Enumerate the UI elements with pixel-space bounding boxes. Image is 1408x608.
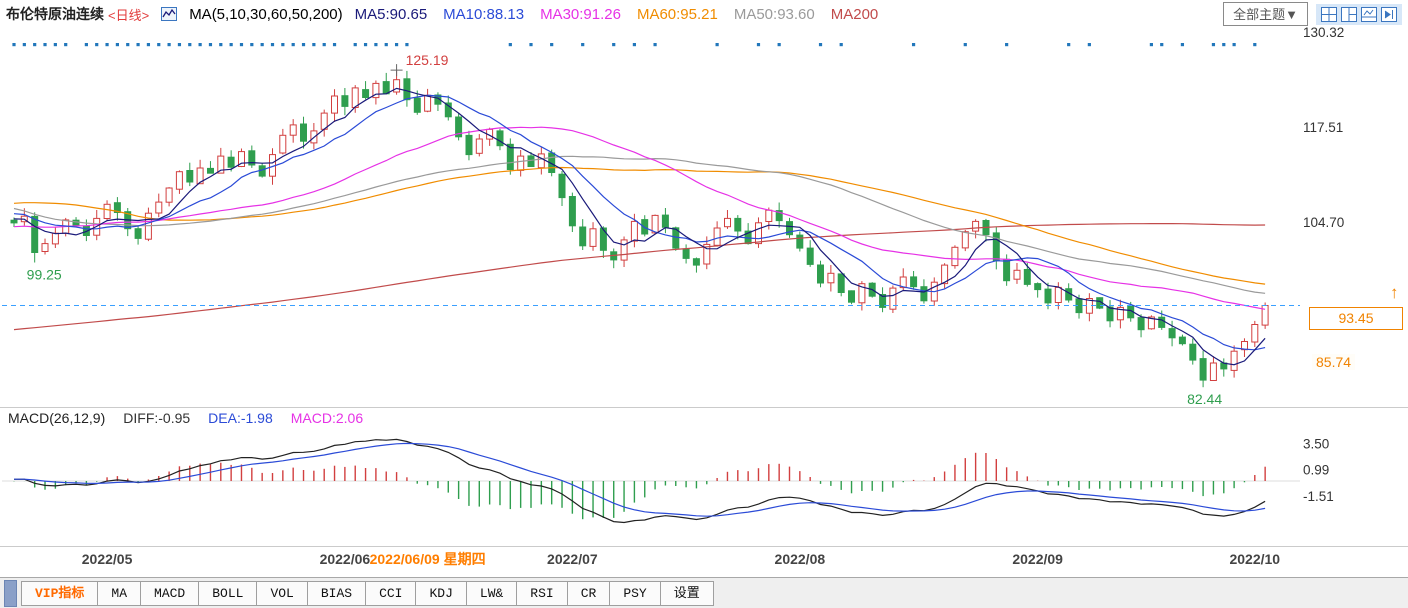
theme-dropdown[interactable]: 全部主题▼: [1223, 2, 1308, 26]
x-axis-date-label: 2022/07: [547, 551, 598, 567]
ma-legend-item-0: MA5:90.65: [354, 5, 428, 23]
indicator-tab-vip[interactable]: VIP指标: [21, 580, 99, 606]
indicator-tab-settings[interactable]: 设置: [659, 580, 714, 606]
ma-lines: [13, 87, 1266, 366]
period-label[interactable]: <日线>: [108, 7, 150, 23]
indicator-tab-cci[interactable]: CCI: [365, 580, 417, 606]
indicator-tab-boll[interactable]: BOLL: [198, 580, 258, 606]
x-axis-date-label: 2022/10: [1229, 551, 1280, 567]
x-axis-date-label: 2022/06: [320, 551, 371, 567]
ma-legend-item-2: MA30:91.26: [540, 5, 621, 23]
indicator-tab-cr[interactable]: CR: [566, 580, 611, 606]
macd-diff-value: DIFF:-0.95: [123, 410, 191, 426]
indicator-tab-rsi[interactable]: RSI: [516, 580, 568, 606]
y-axis-price-label: 104.70: [1303, 215, 1344, 230]
ma-legend-item-4: MA50:93.60: [733, 5, 815, 23]
annotation-low-right: 82.44: [1187, 391, 1222, 407]
y-axis-price-label: 130.32: [1303, 25, 1344, 40]
candlestick-series[interactable]: [10, 70, 1269, 388]
tab-strip-handle[interactable]: [4, 579, 17, 607]
x-axis-date-label: 2022/05: [82, 551, 133, 567]
annotation-low-left: 99.25: [27, 267, 62, 283]
split-view-icon[interactable]: [1341, 6, 1357, 22]
axis-price-low-label: 85.74: [1312, 354, 1356, 370]
x-axis-date-label: 2022/09: [1012, 551, 1063, 567]
indicator-tab-bias[interactable]: BIAS: [306, 580, 367, 606]
indicator-tabbar: VIP指标 MA MACD BOLL VOL BIAS CCI KDJ LW& RSI CR PSY 设…: [0, 577, 1408, 608]
macd-axis-label: 0.99: [1303, 463, 1329, 478]
bottom-panel-icon[interactable]: [1361, 6, 1377, 22]
price-up-arrow-icon: ↑: [1390, 283, 1399, 302]
macd-indicator-header: MACD(26,12,9) DIFF:-0.95 DEA:-1.98 MACD:…: [8, 410, 364, 426]
chart-header: 布伦特原油连续 <日线> MA(5,10,30,60,50,200) MA5:9…: [0, 0, 1408, 26]
ma-legend-item-5: MA200: [830, 5, 879, 23]
current-price-tag: 93.45: [1309, 307, 1403, 330]
indicator-tab-psy[interactable]: PSY: [609, 580, 661, 606]
symbol-name: 布伦特原油连续: [6, 6, 104, 22]
layout-controls: [1316, 3, 1402, 25]
ma-legend-item-3: MA60:95.21: [636, 5, 718, 23]
macd-hist-value: MACD:2.06: [290, 410, 364, 426]
indicator-tab-lwr[interactable]: LW&: [465, 580, 518, 606]
macd-axis-label: 3.50: [1303, 436, 1329, 451]
ma-settings-label[interactable]: MA(5,10,30,60,50,200): [189, 5, 343, 23]
x-axis-date-label: 2022/08: [775, 551, 826, 567]
event-dot-row[interactable]: [12, 43, 1257, 47]
y-axis-price-label: 117.51: [1303, 120, 1343, 135]
macd-axis-label: -1.51: [1303, 489, 1334, 504]
next-layout-icon[interactable]: [1381, 6, 1397, 22]
macd-params-label[interactable]: MACD(26,12,9): [8, 410, 106, 426]
multi-grid-icon[interactable]: [1321, 6, 1337, 22]
indicator-tab-kdj[interactable]: KDJ: [415, 580, 467, 606]
indicator-chart-icon: [161, 7, 178, 21]
macd-dea-value: DEA:-1.98: [208, 410, 273, 426]
header-controls: 全部主题▼: [1223, 2, 1402, 26]
indicator-tab-vol[interactable]: VOL: [256, 580, 308, 606]
indicator-tab-macd[interactable]: MACD: [140, 580, 200, 606]
macd-series: [13, 438, 1266, 524]
indicator-tab-ma[interactable]: MA: [97, 580, 142, 606]
crosshair-date-label: 2022/06/09 星期四: [370, 551, 486, 567]
annotation-peak-price: 125.19: [406, 52, 449, 68]
ma-legend-item-1: MA10:88.13: [443, 5, 525, 23]
ma-legend: MA5:90.65 MA10:88.13 MA30:91.26 MA60:95.21 M…: [355, 6, 879, 23]
